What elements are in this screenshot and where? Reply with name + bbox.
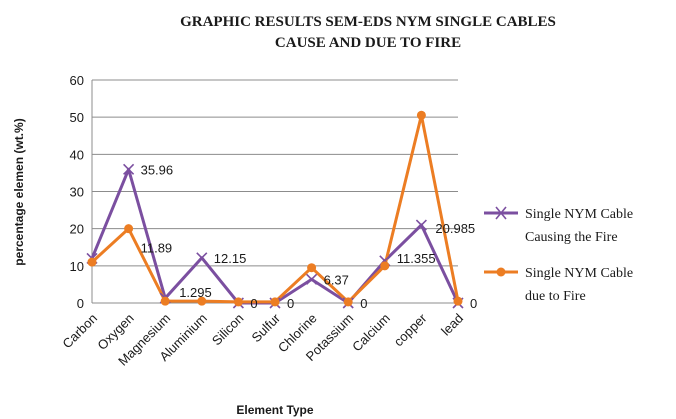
x-axis-label: Element Type [236, 403, 313, 417]
legend: Single NYM Cable Causing the Fire Single… [484, 206, 633, 304]
chart-title-line-2: CAUSE AND DUE TO FIRE [275, 35, 461, 51]
data-label: 35.96 [141, 162, 174, 177]
y-tick-label: 60 [70, 73, 84, 88]
data-point-circle-marker [453, 296, 463, 306]
chart-title-line-1: GRAPHIC RESULTS SEM-EDS NYM SINGLE CABLE… [180, 14, 556, 30]
data-point-x-marker [415, 219, 427, 231]
y-tick-label: 40 [70, 147, 84, 162]
legend-item-causing-fire: Single NYM Cable Causing the Fire [484, 206, 633, 245]
y-tick-label: 30 [70, 185, 84, 200]
data-label: 0 [470, 296, 477, 311]
data-point-x-marker [123, 163, 135, 175]
legend-item-due-to-fire: Single NYM Cable due to Fire [484, 266, 633, 304]
data-point-circle-marker [233, 297, 243, 307]
data-point-circle-marker [270, 297, 280, 307]
y-tick-label: 0 [77, 296, 84, 311]
data-point-circle-marker [380, 261, 390, 271]
data-label: 6.37 [324, 272, 349, 287]
x-tick-label: Silicon [209, 311, 247, 349]
data-label: 11.355 [397, 251, 436, 266]
data-label: 1.295 [179, 285, 212, 300]
y-axis-ticks: 0 10 20 30 40 50 60 [70, 73, 84, 311]
data-label: 12.15 [214, 251, 247, 266]
data-label: 0 [250, 296, 257, 311]
gridlines [91, 79, 458, 304]
data-point-circle-marker [343, 297, 353, 307]
data-point-circle-marker [87, 257, 97, 267]
series-line-1 [90, 113, 460, 304]
x-tick-label: lead [438, 311, 466, 339]
x-tick-label: Carbon [59, 311, 100, 352]
data-point-x-marker [196, 252, 208, 264]
x-tick-label: copper [391, 310, 430, 349]
y-axis-label: percentage elemen (wt.%) [12, 118, 26, 265]
data-label: 0 [287, 296, 294, 311]
legend-label-causing-fire-line-2: Causing the Fire [525, 230, 618, 245]
legend-label-due-to-fire-line-2: due to Fire [525, 289, 586, 304]
y-tick-label: 20 [70, 222, 84, 237]
legend-x-marker-icon [495, 206, 507, 220]
data-point-circle-marker [416, 110, 426, 120]
data-label: 0 [360, 296, 367, 311]
data-point-circle-marker [124, 224, 134, 234]
data-label: 20.985 [435, 221, 475, 236]
data-labels: 35.96 11.89 1.295 12.15 0 0 6.37 0 11.355 20.985 0 [141, 162, 478, 311]
legend-label-causing-fire-line-1: Single NYM Cable [525, 207, 633, 222]
data-point-circle-marker [307, 263, 317, 273]
series-markers [86, 110, 464, 309]
y-tick-label: 10 [70, 259, 84, 274]
x-tick-label: Sulfur [248, 310, 283, 345]
series-lines [90, 113, 460, 305]
data-point-circle-marker [160, 296, 170, 306]
data-point-circle-marker [197, 296, 207, 306]
legend-label-due-to-fire-line-1: Single NYM Cable [525, 266, 633, 281]
legend-circle-marker-icon [496, 267, 506, 277]
data-label: 11.89 [141, 241, 173, 256]
y-tick-label: 50 [70, 110, 84, 125]
data-point-x-marker [306, 273, 318, 285]
x-tick-label: Calcium [349, 311, 393, 355]
